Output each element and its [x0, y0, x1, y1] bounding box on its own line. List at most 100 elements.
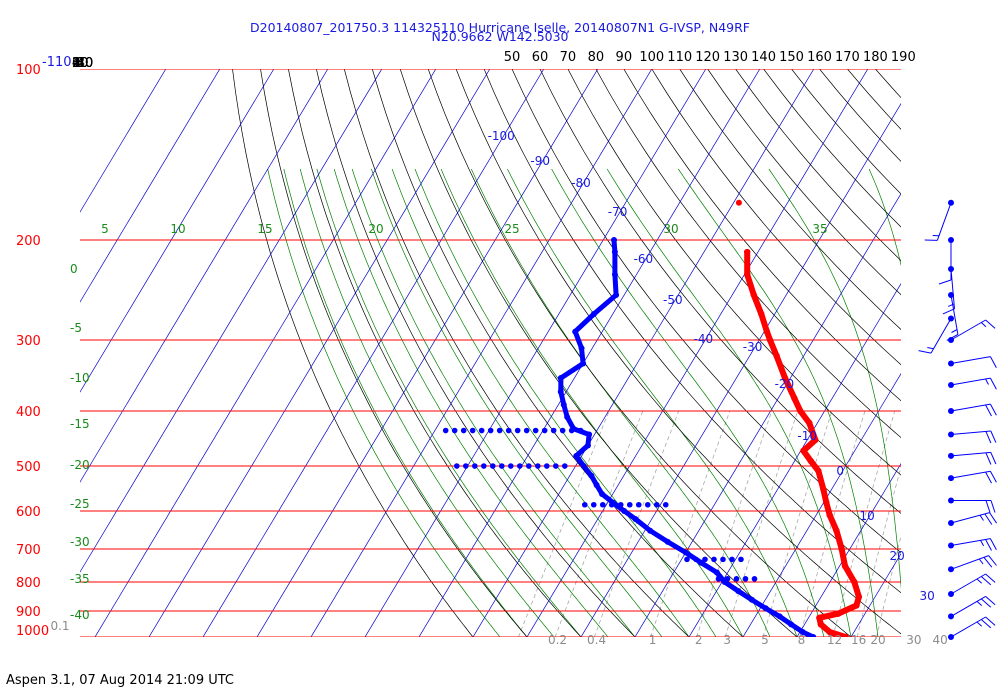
temperature-point [743, 248, 751, 256]
dewpoint-dot [471, 463, 478, 469]
wind-barb-feather [989, 538, 997, 550]
dry-adiabat-line [959, 69, 1000, 637]
top-axis-label: 100 [639, 50, 664, 65]
dewpoint-point [611, 249, 618, 256]
mixing-ratio-label: 30 [906, 633, 921, 647]
dewpoint-dot [552, 463, 559, 469]
isotherm-label: -10 [797, 429, 817, 443]
wind-barb-half-feather [979, 514, 984, 521]
dewpoint-dot [724, 576, 731, 582]
mixing-ratio-label: 2 [695, 633, 703, 647]
wind-barb [948, 573, 996, 597]
dewpoint-point [713, 569, 720, 576]
dewpoint-dot [751, 576, 758, 582]
dewpoint-dot [590, 501, 597, 508]
dewpoint-dot [469, 427, 476, 434]
temperature-point [842, 633, 849, 637]
mixing-ratio-label: 1 [649, 633, 657, 647]
isotherm-line [80, 69, 329, 483]
wind-barb-feather [983, 556, 993, 568]
dry-adiabat-line [623, 69, 901, 402]
moist-adiabat-line [351, 168, 636, 637]
top-axis-label: 160 [807, 50, 832, 65]
moist-adiabat-line [551, 168, 825, 637]
wind-barb-feather [918, 350, 932, 354]
dewpoint-dot [617, 501, 624, 508]
wind-barb-shaft [936, 202, 952, 241]
dewpoint-dot [577, 427, 584, 434]
dewpoint-dot [702, 556, 708, 563]
pressure-extra-label: -110 [42, 55, 72, 70]
mixing-ratio-label: 16 [851, 633, 866, 647]
isotherm-line [418, 69, 761, 637]
top-axis-label: 180 [863, 50, 888, 65]
wind-barb-shaft [950, 377, 991, 386]
dry-adiabat-label: 30 [72, 56, 89, 71]
dewpoint-dot [489, 463, 496, 469]
dewpoint-point [799, 629, 806, 636]
moist-adiabat-label: 10 [170, 222, 185, 236]
pressure-label: 500 [16, 460, 41, 475]
wind-barb-shaft [950, 538, 991, 546]
wind-barb [948, 538, 997, 551]
moist-adiabat-label: 20 [368, 222, 383, 236]
dry-adiabat-label: -30 [72, 56, 93, 71]
moist-adiabat-line [371, 168, 663, 637]
wind-barb-half-feather [976, 601, 983, 606]
dewpoint-dot [559, 427, 566, 434]
dewpoint-point [557, 388, 564, 395]
wind-barb [942, 266, 955, 315]
mixing-ratio-label: 0.1 [50, 619, 69, 633]
wind-barb [948, 403, 997, 417]
plot-area [80, 69, 1000, 637]
dry-adiabat-line [232, 69, 474, 637]
mixing-ratio-label: 3 [723, 633, 731, 647]
temperature-point [817, 621, 824, 628]
isotherm-line [796, 462, 901, 637]
dewpoint-point [580, 360, 587, 367]
wind-barb [948, 512, 998, 526]
moist-adiabat-line [678, 168, 879, 637]
dewpoint-point [810, 634, 817, 637]
wind-barb-half-feather [927, 347, 934, 350]
temperature-point [841, 562, 849, 570]
moist-adiabat-line [470, 168, 771, 637]
temperature-point [855, 593, 863, 601]
dewpoint-dot [442, 427, 449, 434]
wind-barb-feather [989, 377, 997, 390]
wind-barb-feather [990, 430, 997, 443]
top-axis-label: 170 [835, 50, 860, 65]
dewpoint-dot [496, 427, 503, 434]
dewpoint-point [762, 605, 769, 612]
dewpoint-dot [581, 501, 588, 508]
wind-barb-shaft [950, 403, 991, 412]
wind-barb-feather [985, 596, 996, 606]
dewpoint-point [664, 538, 671, 545]
wind-barb-half-feather [951, 329, 958, 333]
dewpoint-point [599, 490, 606, 497]
top-axis-label: 120 [695, 50, 720, 65]
dry-adiabat-line [595, 69, 901, 439]
mixing-ratio-label: 5 [761, 633, 769, 647]
moist-adiabat-line [440, 168, 744, 637]
isotherm-label: -20 [775, 377, 795, 391]
temperature-point [744, 271, 751, 278]
moist-adiabat-line [391, 168, 690, 637]
dewpoint-point [564, 414, 571, 421]
wind-barb-half-feather [985, 378, 989, 385]
moist-adiabat-label: 30 [663, 222, 678, 236]
dewpoint-point [593, 481, 600, 488]
dry-adiabat-line [260, 69, 528, 637]
mixing-ratio-line [650, 410, 731, 637]
wind-barb-feather [984, 513, 993, 525]
wind-barb-shaft [950, 451, 991, 457]
wind-barb-shaft [930, 318, 952, 354]
wind-barb-shaft [950, 470, 991, 479]
dry-adiabat-label: 20 [72, 56, 89, 71]
mixing-ratio-line [832, 410, 896, 637]
isotherm-line [80, 69, 383, 573]
isotherm-line [202, 69, 545, 637]
temperature-point [826, 511, 833, 519]
moist-adiabat-line [333, 168, 609, 637]
moist-adiabat-line [316, 168, 582, 637]
